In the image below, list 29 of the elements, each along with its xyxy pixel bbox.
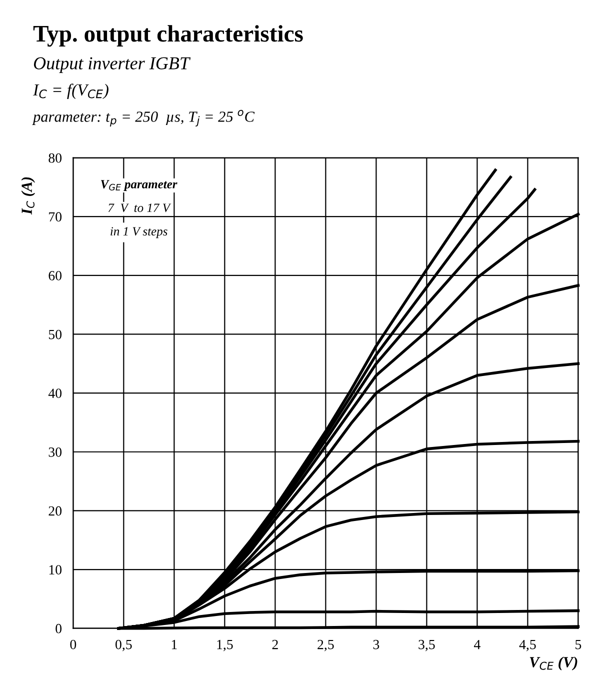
y-tick-label: 50 bbox=[48, 330, 62, 340]
y-tick-label: 20 bbox=[48, 506, 62, 516]
x-tick-label: 1 bbox=[172, 640, 177, 650]
x-tick-label: 5 bbox=[576, 640, 582, 650]
y-tick-label: 80 bbox=[48, 153, 62, 163]
x-tick-label: 1,5 bbox=[217, 640, 233, 652]
x-tick-label: 4,5 bbox=[519, 640, 536, 652]
text: I$_{C}$ = f(V$_{CE}$) bbox=[32, 84, 108, 99]
chart-subtitle: Output inverter IGBT bbox=[34, 57, 191, 74]
text: parameter: t$_{p}$ = 250 µs, T$_{j}$ = 25 $^{o}$C bbox=[32, 110, 255, 126]
y-tick-label: 40 bbox=[48, 388, 62, 398]
x-tick-label: 4 bbox=[474, 640, 480, 650]
y-tick-label: 30 bbox=[48, 447, 62, 457]
y-axis-title: I$_{C}$ (A) bbox=[21, 177, 36, 215]
y-tick-label: 60 bbox=[48, 271, 62, 280]
annotation: 7 V to 17 V bbox=[108, 204, 172, 212]
y-tick-label: 10 bbox=[49, 565, 62, 574]
chart-title: Typ. output characteristics bbox=[33, 25, 303, 47]
x-tick-label: 2 bbox=[272, 640, 278, 650]
annotation: V$_{GE}$ parameter bbox=[100, 180, 178, 191]
x-tick-label: 0 bbox=[70, 640, 76, 650]
x-tick-label: 2,5 bbox=[318, 640, 334, 652]
y-tick-label: 0 bbox=[56, 624, 62, 634]
x-tick-label: 0,5 bbox=[116, 640, 132, 652]
y-tick-label: 70 bbox=[49, 212, 62, 222]
x-tick-label: 3,5 bbox=[418, 640, 435, 652]
x-tick-label: 3 bbox=[373, 640, 380, 650]
x-axis-title: V$_{CE}$ (V) bbox=[530, 656, 578, 670]
annotation: in 1 V steps bbox=[110, 227, 168, 238]
